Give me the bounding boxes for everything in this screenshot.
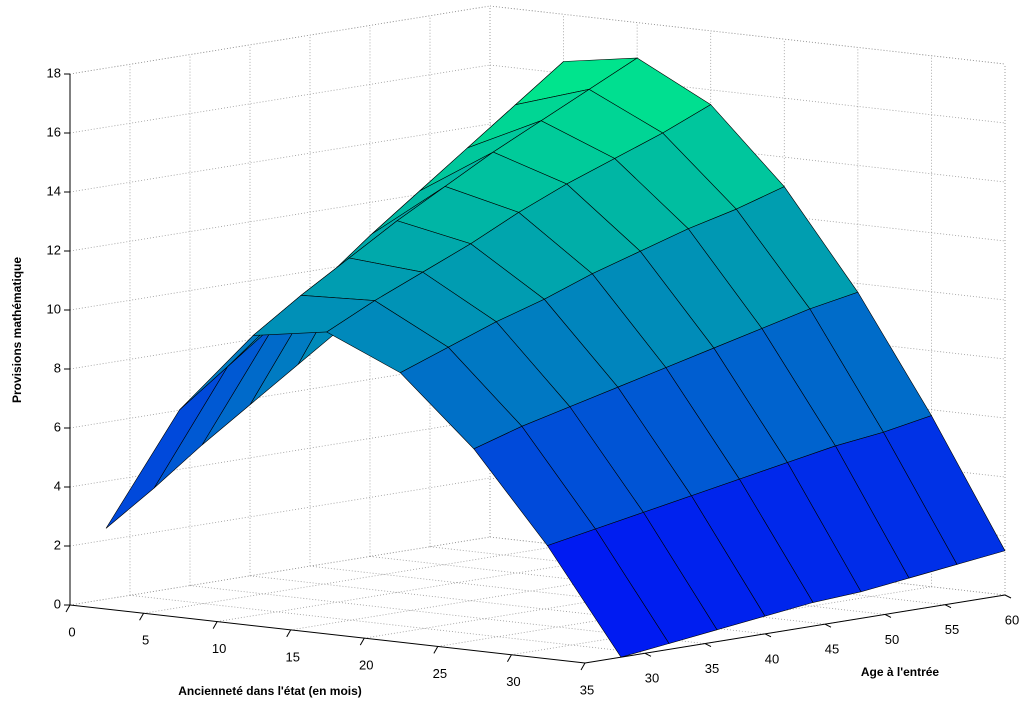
y-tick-label: 55	[945, 622, 959, 637]
x-tick	[506, 654, 512, 662]
y-tick-label: 50	[885, 632, 899, 647]
z-tick-label: 8	[54, 360, 61, 375]
x-tick	[65, 604, 71, 613]
grid-line	[69, 418, 491, 488]
z-tick-label: 18	[47, 65, 61, 80]
x-tick	[212, 621, 218, 629]
grid-line	[69, 536, 491, 606]
z-tick-label: 0	[54, 596, 61, 611]
x-tick-label: 0	[68, 624, 75, 639]
x-tick-label: 20	[359, 658, 373, 673]
z-tick-label: 6	[54, 419, 61, 434]
grid-line	[129, 594, 646, 654]
y-axis	[584, 594, 1006, 664]
z-tick-label: 16	[47, 124, 61, 139]
x-axis-label: Ancienneté dans l'état (en mois)	[178, 684, 362, 698]
y-tick	[644, 652, 652, 657]
surface-patch	[546, 528, 670, 658]
grid-line	[69, 477, 491, 547]
y-tick-label: 30	[645, 671, 659, 686]
z-tick-label: 10	[47, 301, 61, 316]
box-edge	[69, 5, 491, 75]
x-tick	[433, 646, 439, 654]
x-tick	[286, 629, 292, 638]
grid-line	[143, 544, 564, 614]
grid-line	[511, 586, 932, 656]
grid-line	[69, 123, 491, 193]
z-tick-label: 14	[47, 183, 61, 198]
y-axis-label: Age à l'entrée	[861, 665, 940, 679]
surface-patch	[105, 366, 228, 529]
y-tick-label: 40	[765, 651, 779, 666]
x-tick-label: 15	[285, 649, 299, 664]
surface	[105, 57, 1006, 658]
y-tick	[824, 623, 832, 628]
y-tick	[764, 633, 772, 638]
x-tick-label: 25	[433, 666, 447, 681]
z-tick-label: 4	[54, 478, 61, 493]
grid-line	[489, 5, 1006, 65]
x-tick-label: 10	[212, 641, 226, 656]
x-tick-label: 35	[580, 682, 594, 697]
y-tick-label: 60	[1005, 612, 1019, 627]
x-tick	[139, 613, 145, 621]
y-tick	[944, 604, 952, 609]
y-tick-label: 35	[705, 661, 719, 676]
grid-line	[69, 64, 491, 134]
x-axis	[69, 604, 586, 664]
axes: 0 2 4 6 8 10 12 14 16 18 0 5 10 15 20 25 30 35 30 35 40 45 50 5…	[47, 65, 1020, 697]
x-tick	[580, 662, 586, 671]
y-tick	[704, 643, 712, 648]
z-axis-label: Provisions mathématique	[10, 257, 24, 403]
x-tick	[359, 637, 365, 646]
surface-patch	[153, 323, 276, 489]
x-tick-label: 5	[142, 633, 149, 648]
x-tick-label: 30	[506, 674, 520, 689]
z-tick-label: 12	[47, 242, 61, 257]
y-tick	[884, 613, 892, 618]
z-tick-label: 2	[54, 537, 61, 552]
y-tick	[1004, 594, 1012, 599]
y-tick-label: 45	[825, 642, 839, 657]
box-edge	[489, 5, 1006, 65]
